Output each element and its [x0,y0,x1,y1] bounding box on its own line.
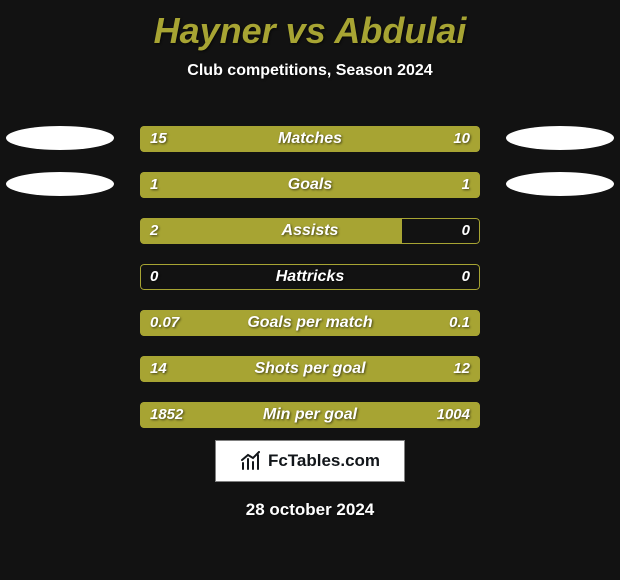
stat-row: 20Assists [140,218,480,244]
page-subtitle: Club competitions, Season 2024 [0,62,620,80]
stat-label: Matches [140,126,480,152]
comparison-infographic: Hayner vs Abdulai Club competitions, Sea… [0,0,620,580]
footer-date: 28 october 2024 [0,500,620,520]
team-marker [506,126,614,150]
stat-label: Assists [140,218,480,244]
source-badge-text: FcTables.com [268,451,380,471]
stat-label: Min per goal [140,402,480,428]
stat-row: 1412Shots per goal [140,356,480,382]
source-badge: FcTables.com [215,440,405,482]
stat-row: 18521004Min per goal [140,402,480,428]
stats-bars: 1510Matches 11Goals 20Assists 00Hattricks 0.… [140,126,480,448]
stat-label: Hattricks [140,264,480,290]
team-marker [506,172,614,196]
team-marker [6,126,114,150]
stat-label: Shots per goal [140,356,480,382]
page-title: Hayner vs Abdulai [0,0,620,52]
stat-row: 1510Matches [140,126,480,152]
team-marker [6,172,114,196]
stat-label: Goals per match [140,310,480,336]
stat-label: Goals [140,172,480,198]
stat-row: 0.070.1Goals per match [140,310,480,336]
stat-row: 00Hattricks [140,264,480,290]
chart-icon [240,451,262,471]
stat-row: 11Goals [140,172,480,198]
